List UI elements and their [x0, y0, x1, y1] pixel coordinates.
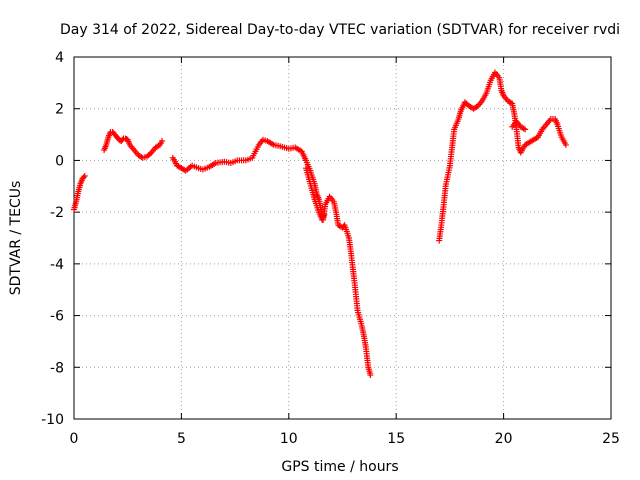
y-tick-label: 2 [55, 102, 64, 118]
plot-frame [73, 56, 612, 420]
x-axis-label: GPS time / hours [281, 459, 398, 475]
y-tick-label: -4 [50, 257, 64, 273]
y-tick-label: -2 [50, 205, 64, 221]
y-tick-label: -6 [50, 309, 64, 325]
data-point [522, 126, 529, 133]
data-point [80, 174, 87, 181]
y-axis-label: SDTVAR / TECUs [8, 181, 24, 296]
axis-ticks: 0 5 10 15 20 25 -10 -8 -6 -4 -2 0 2 4 [41, 50, 620, 447]
grid-lines [74, 57, 611, 419]
data-point [562, 141, 569, 148]
data-points [71, 69, 569, 379]
x-tick-label: 25 [602, 431, 620, 447]
y-tick-label: 0 [55, 153, 64, 169]
y-tick-label: -8 [50, 360, 64, 376]
x-tick-label: 5 [177, 431, 186, 447]
data-point [321, 211, 328, 218]
x-tick-label: 20 [495, 431, 513, 447]
data-point [367, 372, 374, 379]
x-tick-label: 10 [280, 431, 298, 447]
chart-title: Day 314 of 2022, Sidereal Day-to-day VTE… [60, 22, 620, 38]
data-point [81, 172, 88, 179]
x-tick-label: 15 [387, 431, 405, 447]
data-point [119, 136, 126, 143]
x-tick-label: 0 [70, 431, 79, 447]
y-tick-label: -10 [41, 412, 64, 428]
y-tick-label: 4 [55, 50, 64, 66]
data-point [159, 138, 166, 145]
